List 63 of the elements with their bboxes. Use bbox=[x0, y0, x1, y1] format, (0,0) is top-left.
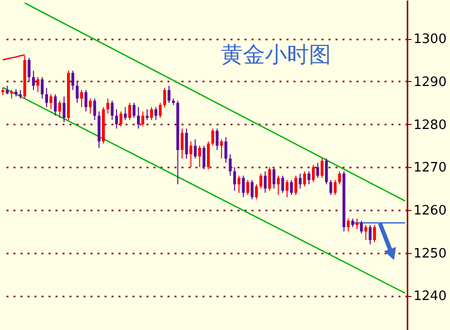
candlestick bbox=[268, 166, 272, 192]
candlestick bbox=[233, 166, 236, 192]
candlestick bbox=[329, 180, 332, 196]
candlestick bbox=[84, 90, 88, 112]
candlestick bbox=[50, 94, 52, 110]
candlestick bbox=[206, 140, 210, 170]
candlestick bbox=[272, 166, 276, 190]
candlestick bbox=[128, 102, 132, 120]
candlestick bbox=[124, 106, 127, 120]
candlestick bbox=[360, 220, 363, 234]
candlestick bbox=[154, 106, 158, 120]
candlestick bbox=[80, 90, 83, 108]
y-tick-label: 1250 bbox=[414, 246, 447, 262]
text: 黄金小时图 bbox=[221, 43, 331, 68]
candlestick bbox=[338, 170, 341, 185]
candlestick bbox=[180, 128, 184, 160]
candlestick bbox=[120, 110, 122, 127]
candlestick bbox=[368, 224, 372, 245]
candlestick bbox=[290, 180, 293, 196]
candlestick bbox=[224, 136, 228, 164]
candlestick bbox=[276, 175, 280, 196]
candlestick bbox=[216, 128, 219, 150]
candlestick bbox=[220, 138, 223, 160]
candlestick bbox=[36, 76, 40, 93]
candlestick bbox=[303, 170, 306, 187]
candlestick bbox=[242, 175, 245, 198]
candlestick bbox=[286, 180, 288, 198]
candlestick bbox=[334, 180, 337, 196]
candlestick bbox=[168, 85, 170, 104]
candlestick bbox=[185, 128, 188, 160]
y-tick-label: 1240 bbox=[414, 289, 447, 304]
candlestick bbox=[132, 102, 136, 118]
y-tick-label: 1290 bbox=[414, 74, 447, 90]
candlestick bbox=[246, 180, 250, 196]
candlestick bbox=[198, 145, 202, 168]
candlestick bbox=[115, 108, 118, 130]
candlestick bbox=[28, 57, 31, 82]
candlestick bbox=[141, 110, 144, 127]
candlestick bbox=[146, 108, 149, 120]
candlestick bbox=[373, 224, 376, 243]
candlestick bbox=[356, 218, 358, 230]
candlestick bbox=[259, 173, 262, 190]
y-tick-label: 1260 bbox=[414, 204, 447, 218]
candlestick bbox=[250, 180, 254, 200]
candlestick bbox=[32, 70, 35, 90]
y-tick-label: 1300 bbox=[414, 32, 447, 48]
candlestick bbox=[163, 87, 166, 108]
candlestick bbox=[202, 145, 206, 170]
candlestick bbox=[255, 184, 258, 200]
candlestick bbox=[189, 140, 192, 168]
candlestick bbox=[150, 106, 153, 120]
candlestick bbox=[308, 170, 310, 185]
candlestick bbox=[320, 158, 324, 178]
y-tick-label: 1270 bbox=[414, 160, 447, 176]
candlestick bbox=[136, 106, 140, 130]
candlestick bbox=[54, 94, 57, 116]
candlestick bbox=[238, 175, 240, 194]
candlestick bbox=[364, 224, 368, 240]
candlestick bbox=[45, 87, 48, 108]
candlestick bbox=[325, 158, 328, 185]
candlestick bbox=[194, 138, 197, 160]
candlestick bbox=[62, 96, 66, 123]
y-tick-label: 1280 bbox=[414, 118, 447, 133]
